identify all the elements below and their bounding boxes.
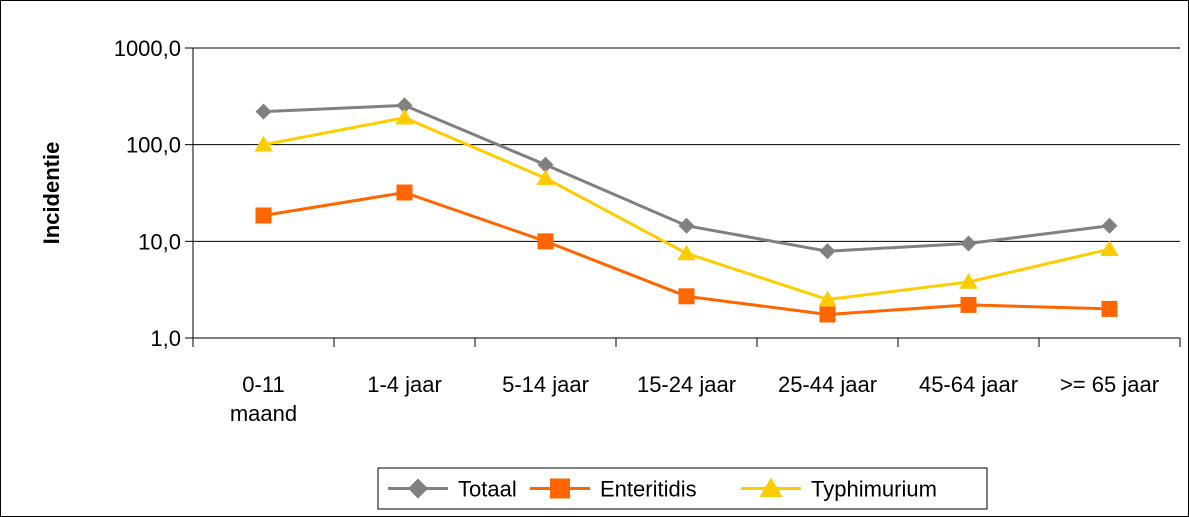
- x-tick-label: 0-11: [242, 372, 284, 397]
- data-point-enteritidis: [255, 207, 272, 224]
- x-tick-label: 1-4 jaar: [367, 372, 442, 397]
- data-point-totaal: [819, 243, 836, 260]
- y-axis-title: Incidentie: [39, 142, 64, 245]
- legend-marker-enteritidis: [550, 478, 570, 499]
- y-tick-label: 10,0: [138, 229, 181, 254]
- data-point-totaal: [537, 156, 554, 173]
- legend-label-typhimurium: Typhimurium: [811, 477, 937, 502]
- data-point-typhimurium: [254, 135, 273, 152]
- data-point-enteritidis: [819, 306, 836, 323]
- legend-label-totaal: Totaal: [458, 477, 517, 502]
- data-point-typhimurium: [818, 290, 837, 307]
- x-tick-label: 25-44 jaar: [778, 372, 877, 397]
- data-point-typhimurium: [959, 273, 978, 289]
- legend-label-enteritidis: Enteritidis: [600, 477, 697, 502]
- data-point-totaal: [960, 235, 977, 252]
- x-tick-label: 5-14 jaar: [502, 372, 589, 397]
- x-tick-label: >= 65 jaar: [1060, 372, 1159, 397]
- x-tick-label: 15-24 jaar: [637, 372, 736, 397]
- x-tick-label: 45-64 jaar: [919, 372, 1018, 397]
- data-point-typhimurium: [536, 169, 555, 185]
- data-point-enteritidis: [396, 184, 413, 201]
- data-point-enteritidis: [960, 296, 977, 313]
- y-tick-label: 1,0: [150, 326, 181, 351]
- data-point-enteritidis: [537, 233, 554, 250]
- data-point-totaal: [678, 217, 695, 234]
- data-point-totaal: [396, 97, 413, 114]
- data-point-typhimurium: [1100, 240, 1119, 256]
- legend-box: [377, 467, 988, 510]
- legend-marker-totaal: [408, 478, 428, 499]
- data-point-enteritidis: [678, 288, 695, 305]
- data-point-typhimurium: [677, 244, 696, 261]
- data-point-typhimurium: [395, 108, 414, 125]
- data-point-totaal: [1101, 217, 1118, 234]
- data-point-enteritidis: [1101, 300, 1118, 317]
- y-tick-label: 100,0: [126, 133, 181, 158]
- legend-marker-typhimurium: [759, 477, 783, 497]
- data-point-totaal: [255, 103, 272, 120]
- x-tick-label: maand: [230, 401, 297, 426]
- y-tick-label: 1000,0: [114, 36, 181, 61]
